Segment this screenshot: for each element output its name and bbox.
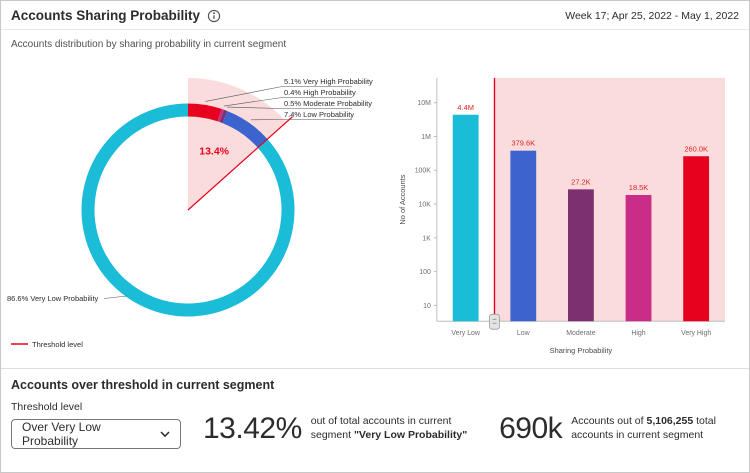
desc-text: out of total accounts in current segment [310, 415, 452, 441]
x-axis-title: Sharing Probability [550, 346, 613, 355]
donut-slice-very-high-probability[interactable] [187, 103, 222, 122]
x-tick-label: Very Low [451, 330, 481, 337]
donut-slice-very-low-probability[interactable] [81, 103, 295, 317]
desc-bold-text: 5,106,255 [646, 415, 694, 427]
callout-line [226, 106, 352, 109]
accounts-over-threshold-desc: Accounts out of 5,106,255 total accounts… [571, 414, 739, 444]
callout-line [205, 86, 352, 102]
donut-callout-label: 0.5% Moderate Probability [284, 99, 372, 108]
accounts-bar-chart: 10M 1M 100K 10K 1K 100 10 4.4M Very Low 379.6K Low… [398, 77, 725, 355]
y-tick-label: 100K [415, 168, 432, 175]
x-tick-label: Low [517, 330, 531, 337]
callout-line [223, 97, 352, 107]
threshold-percentage-stat: 13.42% out of total accounts in current … [203, 414, 477, 444]
y-tick-label: 10K [419, 202, 432, 209]
y-tick-label: 1M [421, 134, 431, 141]
bar-value-label: 379.6K [512, 139, 536, 148]
sharing-probability-donut-chart: 13.4% 5.1% Very High Probability 0.4% High… [7, 77, 373, 349]
threshold-selector: Threshold level Over Very Low Probabilit… [11, 401, 181, 449]
bar-very-high[interactable] [683, 156, 710, 322]
threshold-slider-handle[interactable] [489, 313, 500, 330]
bar-value-label: 4.4M [457, 103, 474, 112]
threshold-section-title: Accounts over threshold in current segme… [11, 378, 275, 392]
charts-row: 13.4% 5.1% Very High Probability 0.4% High… [1, 50, 749, 368]
accounts-over-threshold-stat: 690k Accounts out of 5,106,255 total acc… [499, 414, 739, 444]
donut-slice-low-probability[interactable] [222, 110, 268, 148]
donut-slice-high-probability[interactable] [217, 108, 225, 123]
threshold-level-dropdown[interactable]: Over Very Low Probability [11, 419, 181, 449]
accounts-over-threshold-value: 690k [499, 412, 563, 445]
threshold-level-label: Threshold level [11, 401, 83, 413]
week-range-label: Week 17; Apr 25, 2022 - May 1, 2022 [565, 9, 739, 22]
info-icon[interactable] [207, 9, 221, 23]
donut-slice-moderate-probability[interactable] [219, 109, 228, 124]
y-axis-title: No of Accounts [398, 174, 407, 224]
desc-text: total accounts in current segment [571, 415, 716, 441]
donut-threshold-line [187, 116, 293, 211]
x-tick-label: High [631, 330, 645, 337]
threshold-panel: Accounts over threshold in current segme… [1, 368, 749, 449]
slider-handle-body[interactable] [489, 313, 500, 330]
header-bar: Accounts Sharing Probability Week 17; Ap… [1, 1, 749, 30]
bar-high[interactable] [625, 195, 652, 322]
dropdown-selected-value: Over Very Low Probability [22, 420, 101, 448]
donut-callout-label: 0.4% High Probability [284, 88, 356, 97]
bar-value-label: 260.0K [684, 144, 708, 153]
bar-very-low[interactable] [452, 114, 479, 322]
bar-value-label: 27.2K [571, 177, 590, 186]
chevron-down-icon [160, 430, 170, 438]
threshold-percentage-value: 13.42% [203, 412, 302, 445]
y-tick-label: 1K [422, 235, 431, 242]
threshold-wedge [188, 78, 287, 210]
threshold-total-label: 13.4% [199, 146, 229, 158]
donut-callout-label: 5.1% Very High Probability [284, 77, 373, 86]
chart-subtitle: Accounts distribution by sharing probabi… [11, 39, 287, 50]
bar-low[interactable] [510, 150, 537, 322]
callout-line [103, 295, 128, 299]
bar-moderate[interactable] [567, 189, 594, 322]
donut-very-low-label: 86.6% Very Low Probability [7, 294, 99, 303]
y-tick-label: 100 [419, 269, 431, 276]
x-tick-label: Very High [681, 330, 711, 337]
page-title: Accounts Sharing Probability [11, 8, 201, 23]
bar-value-label: 18.5K [629, 183, 648, 192]
legend-threshold-label: Threshold level [32, 340, 83, 349]
y-tick-label: 10 [423, 303, 431, 310]
desc-text: Accounts out of [571, 415, 647, 427]
x-tick-label: Moderate [566, 330, 595, 337]
desc-bold-text: "Very Low Probability" [353, 428, 468, 441]
donut-callout-label: 7.4% Low Probability [284, 110, 354, 119]
y-tick-label: 10M [417, 100, 431, 107]
threshold-percentage-desc: out of total accounts in current segment… [311, 414, 477, 444]
